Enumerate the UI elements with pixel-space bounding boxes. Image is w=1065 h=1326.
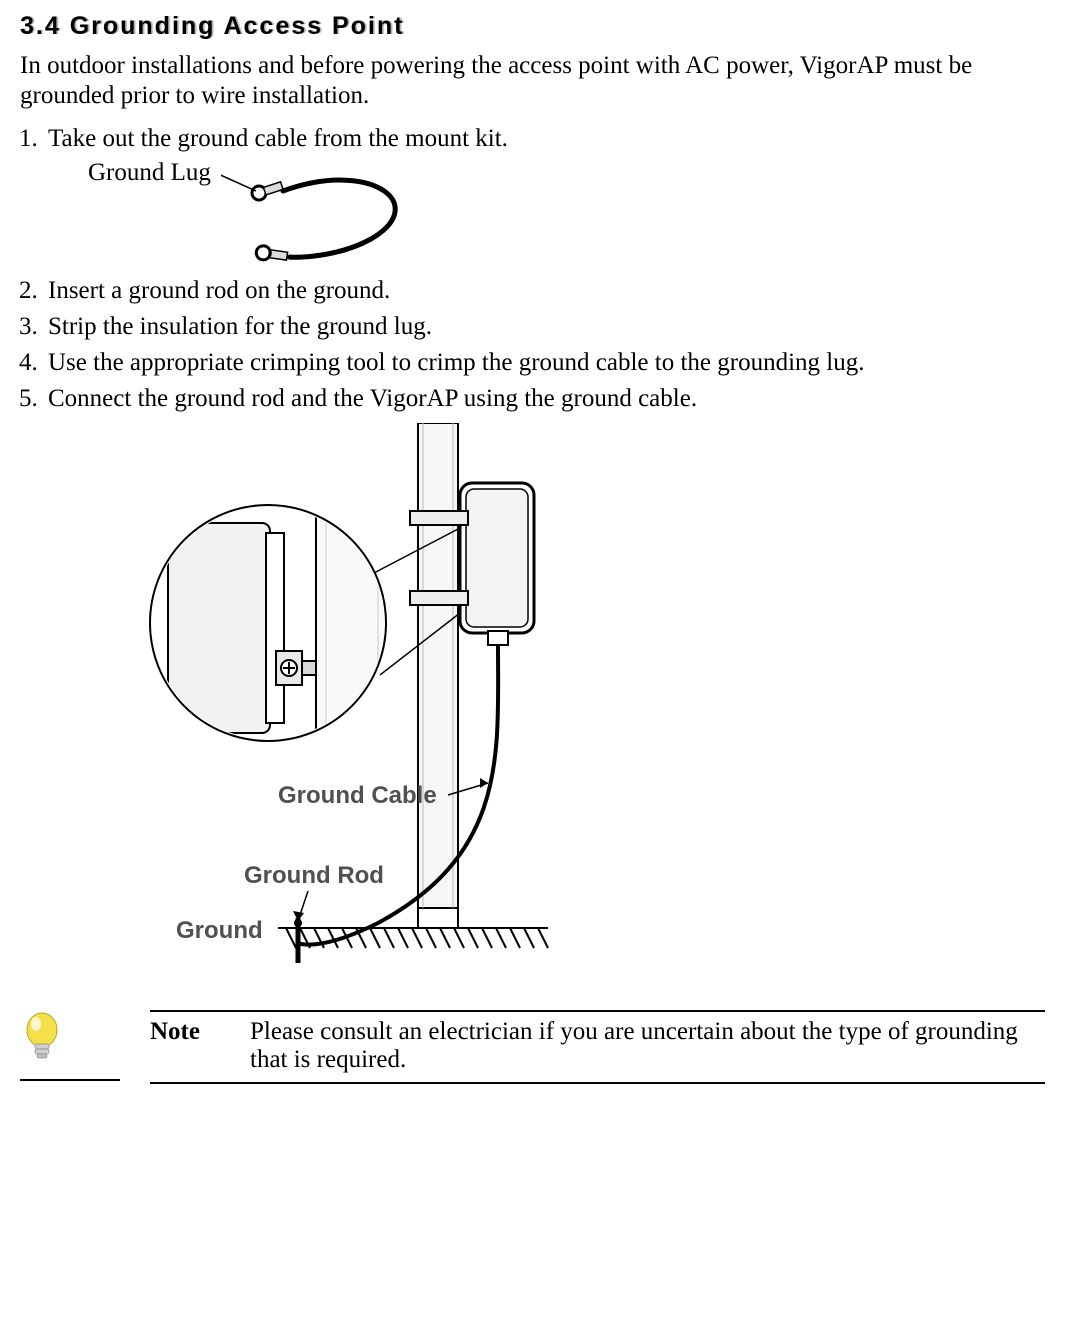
installation-diagram-icon: Ground Cable Ground Rod bbox=[148, 423, 588, 983]
step-1-text: Take out the ground cable from the mount… bbox=[48, 125, 508, 152]
section-heading: 3.4 Grounding Access Point bbox=[20, 12, 1045, 41]
lightbulb-icon bbox=[20, 1010, 64, 1066]
ground-lug-label: Ground Lug bbox=[88, 159, 211, 187]
ground-cable-label: Ground Cable bbox=[278, 782, 437, 809]
step-5-text: Connect the ground rod and the VigorAP u… bbox=[48, 385, 697, 412]
note-label: Note bbox=[150, 1018, 250, 1074]
intro-paragraph: In outdoor installations and before powe… bbox=[20, 51, 1045, 111]
step-3: Strip the insulation for the ground lug. bbox=[44, 313, 1045, 341]
step-2: Insert a ground rod on the ground. bbox=[44, 277, 1045, 305]
figure-ground-lug: Ground Lug bbox=[88, 159, 1045, 269]
note-block: Note Please consult an electrician if yo… bbox=[20, 1010, 1045, 1084]
note-icon-cell bbox=[20, 1010, 120, 1081]
ground-rod-label: Ground Rod bbox=[244, 862, 384, 889]
note-right: Note Please consult an electrician if yo… bbox=[150, 1010, 1045, 1084]
steps-list: Take out the ground cable from the mount… bbox=[20, 125, 1045, 990]
step-1: Take out the ground cable from the mount… bbox=[44, 125, 1045, 269]
ground-label: Ground bbox=[176, 917, 263, 944]
step-4: Use the appropriate crimping tool to cri… bbox=[44, 349, 1045, 377]
figure-installation: Ground Cable Ground Rod bbox=[148, 423, 1045, 990]
step-5: Connect the ground rod and the VigorAP u… bbox=[44, 385, 1045, 990]
ground-cable-icon bbox=[221, 159, 431, 269]
note-text: Please consult an electrician if you are… bbox=[250, 1018, 1045, 1074]
